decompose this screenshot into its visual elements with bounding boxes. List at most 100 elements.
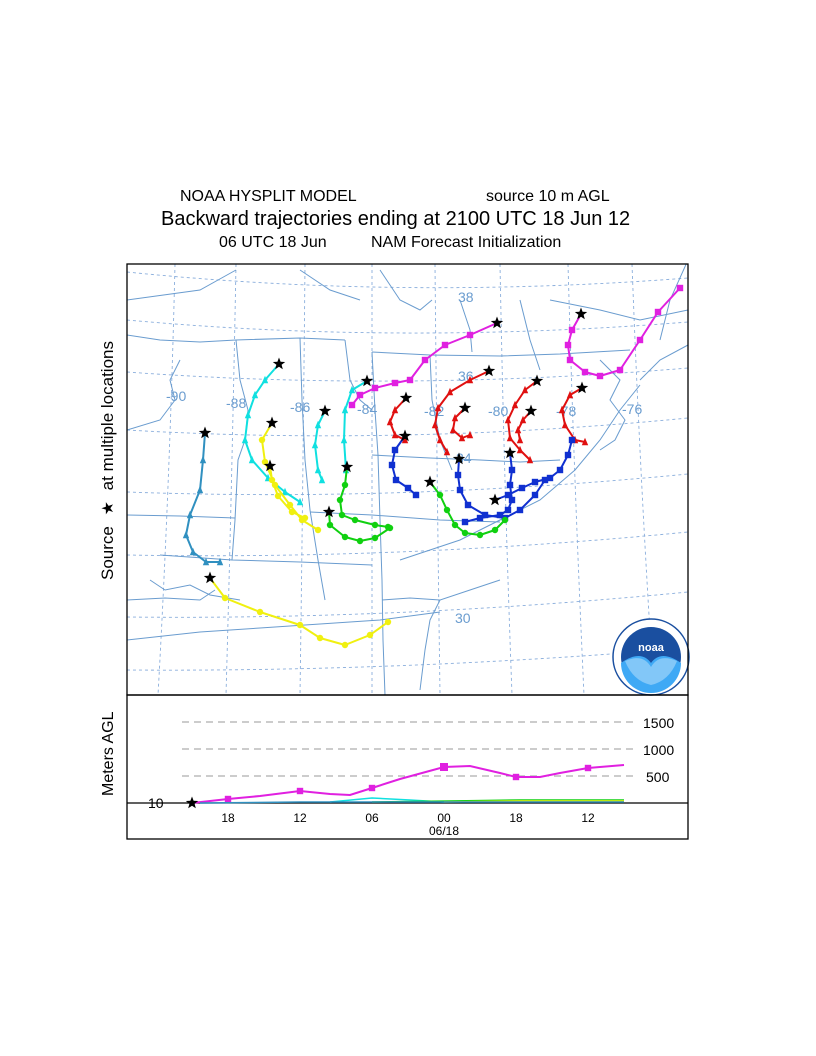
source-star-icon (272, 357, 286, 370)
map-frame (126, 263, 689, 696)
trajectory-marker-8 (341, 481, 349, 489)
trajectory-marker-19 (464, 501, 472, 509)
source-star-icon (203, 571, 217, 584)
lon-label-84: -84 (357, 401, 377, 417)
source-star-icon (458, 401, 472, 414)
height-panel: 1500 1000 500 10 18 12 06 00 18 12 06/18 (127, 715, 688, 838)
trajectory-marker-10 (441, 341, 449, 349)
chart-title: Backward trajectories ending at 2100 UTC… (161, 208, 631, 230)
height-marker (224, 795, 232, 803)
trajectory-marker-5 (274, 492, 282, 500)
trajectory-marker-17 (558, 405, 566, 414)
source-star-icon (322, 505, 336, 518)
trajectory-marker-18 (388, 461, 396, 469)
trajectory-marker-12 (391, 430, 399, 439)
trajectory-marker-1 (186, 510, 194, 519)
height-tick-1500: 1500 (643, 715, 674, 731)
trajectory-marker-1 (182, 530, 190, 539)
trajectory-marker-22 (443, 506, 451, 514)
trajectory-marker-11 (676, 284, 684, 292)
trajectory-marker-10 (356, 391, 364, 399)
trajectory-marker-22 (461, 529, 469, 537)
source-star-icon (340, 460, 354, 473)
trajectory-marker-1 (196, 485, 204, 494)
trajectory-marker-17 (566, 390, 574, 399)
trajectory-marker-12 (401, 435, 409, 444)
source-height-label: 10 (148, 795, 164, 811)
trajectory-marker-21 (568, 436, 576, 444)
trajectory-marker-20 (508, 466, 516, 474)
trajectory-marker-3 (248, 455, 256, 464)
trajectory-marker-15 (521, 385, 529, 394)
source-star-icon (423, 475, 437, 488)
lon-label-78: -78 (556, 403, 576, 419)
trajectory-marker-3 (241, 435, 249, 444)
trajectory-marker-17 (581, 437, 589, 446)
trajectory-marker-2 (384, 618, 392, 626)
date-label: 06/18 (429, 824, 459, 838)
trajectory-marker-20 (476, 514, 484, 522)
source-star-icon (503, 446, 517, 459)
source-height-title: source 10 m AGL (486, 188, 610, 205)
trajectory-marker-15 (511, 400, 519, 409)
source-star-icon (185, 796, 199, 809)
trajectory-marker-11 (581, 368, 589, 376)
trajectory-marker-9 (371, 534, 379, 542)
source-star-icon (490, 316, 504, 329)
trajectory-marker-5 (301, 514, 309, 522)
trajectory-marker-10 (406, 376, 414, 384)
lon-label-90: -90 (166, 388, 186, 404)
trajectory-marker-2 (341, 641, 349, 649)
trajectory-marker-13 (446, 387, 454, 396)
trajectory-marker-13 (466, 375, 474, 384)
trajectory-marker-22 (451, 521, 459, 529)
trajectory-marker-6 (314, 420, 322, 429)
source-star-icon (488, 493, 502, 506)
lon-label-82: -82 (424, 403, 444, 419)
forecast-init: NAM Forecast Initialization (371, 234, 562, 251)
trajectory-marker-5 (268, 476, 276, 484)
trajectory-marker-2 (316, 634, 324, 642)
trajectory-line-8 (339, 466, 389, 528)
trajectory-marker-2 (221, 594, 229, 602)
trajectory-marker-16 (519, 415, 527, 424)
trajectory-marker-22 (501, 516, 509, 524)
trajectory-marker-21 (564, 451, 572, 459)
height-marker (584, 764, 592, 772)
trajectory-marker-13 (431, 420, 439, 429)
height-trace-teal (199, 801, 624, 804)
trajectory-marker-3 (261, 375, 269, 384)
lon-label-86: -86 (290, 399, 310, 415)
trajectory-marker-3 (244, 410, 252, 419)
time-tick-06: 06 (365, 811, 379, 825)
trajectory-marker-8 (371, 521, 379, 529)
trajectory-marker-1 (189, 547, 197, 556)
trajectory-marker-16 (516, 435, 524, 444)
time-tick-00: 00 (437, 811, 451, 825)
trajectory-marker-10 (466, 331, 474, 339)
source-star-icon (398, 429, 412, 442)
forecast-time: 06 UTC 18 Jun (219, 234, 327, 251)
source-star-icon (574, 307, 588, 320)
trajectory-marker-4 (314, 526, 322, 534)
trajectory-line-22 (429, 481, 506, 536)
trajectory-marker-11 (568, 326, 576, 334)
state-boundaries (127, 264, 688, 695)
source-star-icon (530, 374, 544, 387)
model-name: NOAA HYSPLIT MODEL (180, 188, 357, 205)
trajectory-marker-22 (436, 491, 444, 499)
source-star-icon (265, 416, 279, 429)
trajectory-marker-11 (636, 336, 644, 344)
lon-label-88: -88 (226, 395, 246, 411)
trajectory-marker-20 (506, 481, 514, 489)
noaa-logo: noaa (612, 618, 690, 696)
trajectory-marker-15 (504, 415, 512, 424)
height-tick-500: 500 (646, 769, 670, 785)
trajectory-marker-7 (341, 405, 349, 414)
trajectory-marker-19 (454, 471, 462, 479)
trajectory-marker-18 (391, 446, 399, 454)
trajectory-marker-8 (351, 516, 359, 524)
trajectory-marker-8 (336, 496, 344, 504)
trajectory-marker-14 (449, 425, 457, 434)
